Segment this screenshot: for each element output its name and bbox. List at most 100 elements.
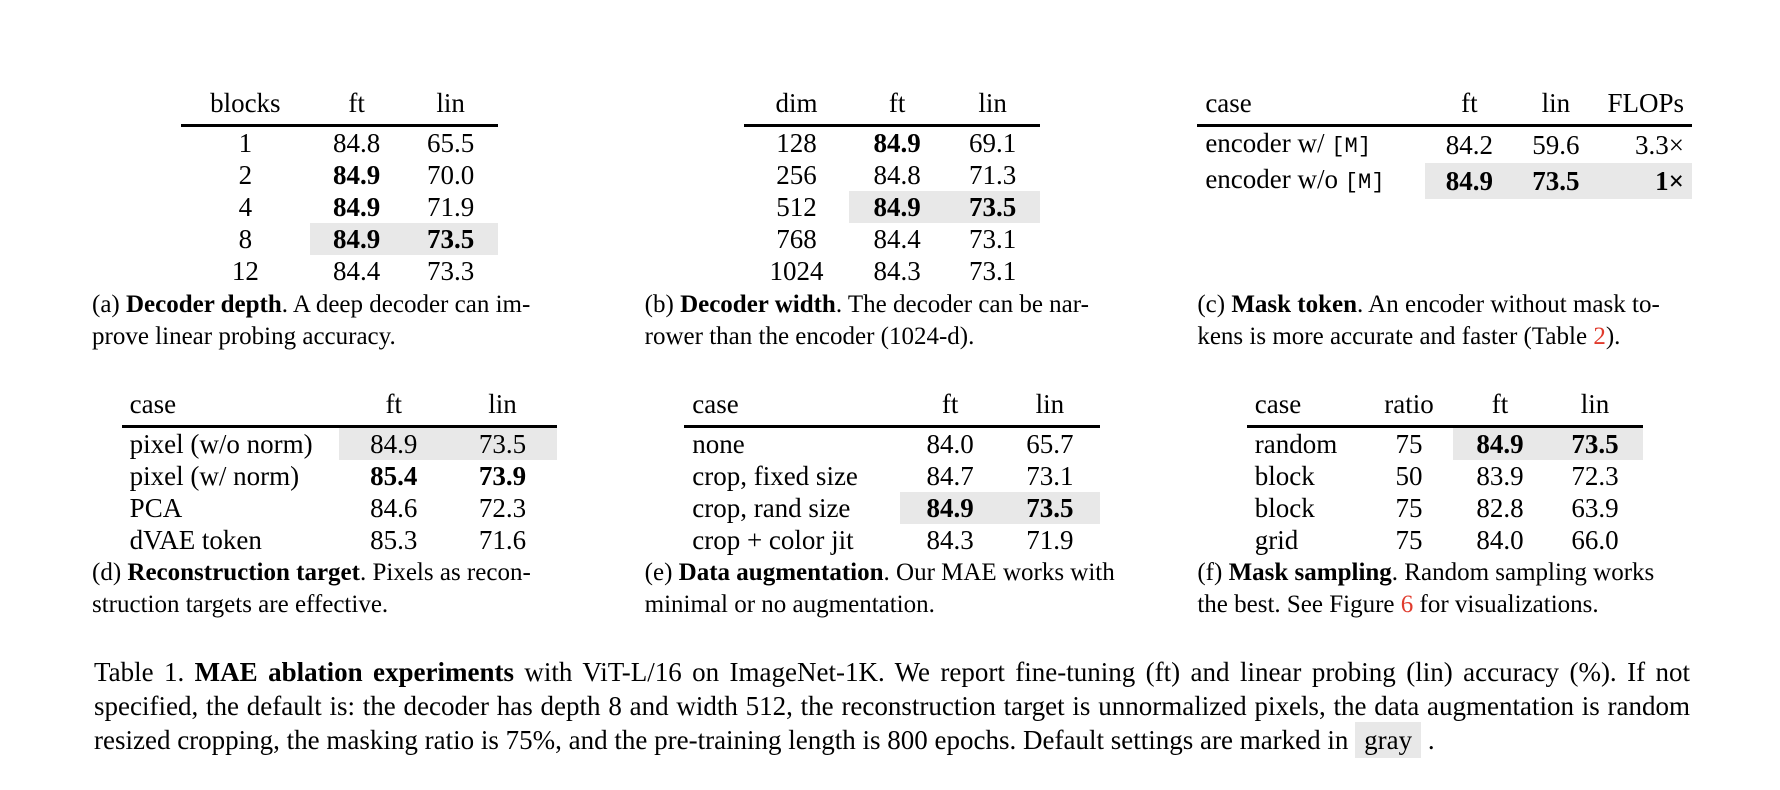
mask-token-literal: [M]	[1331, 134, 1372, 159]
table-header-row: case ratio ft lin	[1246, 389, 1643, 428]
table-cell: 84.3	[926, 525, 974, 555]
caption-title: Data augmentation	[678, 559, 884, 586]
table-caption: Table 1. MAE ablation experiments with V…	[94, 655, 1690, 758]
table-ref[interactable]: 2	[1593, 323, 1606, 350]
table-row: pixel (w/ norm) 85.4 73.9	[122, 460, 557, 492]
table-cell: crop, fixed size	[692, 461, 858, 491]
subtable-b-panel: dim ft lin 128 84.9 69.1 256 84.8 71.3 512 84.9 73.…	[645, 88, 1140, 353]
table-header-row: case ft lin	[121, 389, 557, 428]
table-row: 128 84.9 69.1	[744, 126, 1041, 160]
caption-text: minimal or no augmentation.	[644, 591, 935, 618]
table-cell: encoder w/o [M]	[1205, 164, 1385, 195]
gray-highlight-sample: gray	[1355, 722, 1422, 758]
column-header: ft	[339, 389, 449, 428]
table-cell: pixel (w/ norm)	[129, 461, 300, 491]
table-cell: 8	[238, 224, 253, 254]
table-cell: PCA	[129, 493, 183, 523]
caption-tag: (e)	[644, 559, 679, 586]
table-cell: 73.5	[1513, 163, 1598, 199]
table-cell: 84.4	[332, 256, 381, 286]
table-cell: 59.6	[1532, 130, 1580, 160]
table-cell: 84.9	[332, 160, 381, 190]
subcaption-d: (d) Reconstruction target. Pixels as rec…	[92, 557, 587, 621]
caption-body: with ViT-L/16 on ImageNet-1K. We report …	[94, 657, 1690, 755]
subtable-c: case ft lin FLOPs encoder w/ [M] 84.2 59.6 3.3×…	[1197, 88, 1692, 199]
subtable-e-panel: case ft lin none 84.0 65.7 crop, fixed size 84.…	[645, 389, 1140, 621]
table-cell: 84.9	[309, 223, 404, 255]
table-cell: 4	[238, 192, 253, 222]
table-row: block 75 82.8 63.9	[1247, 492, 1643, 524]
column-header: ft	[1424, 88, 1514, 127]
table-cell: 50	[1395, 461, 1423, 491]
table-cell: 1	[238, 128, 253, 158]
column-header: ratio	[1365, 389, 1453, 428]
table-cell: 85.4	[370, 461, 418, 491]
subtable-grid: blocks ft lin 1 84.8 65.5 2 84.9 70.0 4 84.9 71.9 8 8…	[92, 88, 1692, 621]
table-cell: 71.9	[1026, 525, 1074, 555]
table-cell: 84.9	[873, 128, 921, 158]
table-cell: 84.3	[873, 256, 921, 286]
table-cell: 73.5	[1000, 492, 1100, 524]
table-cell: 84.9	[1424, 163, 1514, 199]
table-row: none 84.0 65.7	[684, 427, 1100, 461]
table-cell: 84.8	[873, 160, 921, 190]
column-header: case	[1246, 389, 1366, 428]
table-row: random 75 84.9 73.5	[1247, 426, 1643, 460]
caption-title: Decoder width	[680, 291, 836, 318]
subcaption-e: (e) Data augmentation. Our MAE works wit…	[645, 557, 1140, 621]
table-cell: random	[1254, 429, 1338, 459]
caption-title: Mask token	[1231, 291, 1358, 318]
column-header: lin	[403, 88, 498, 127]
table-row: grid 75 84.0 66.0	[1247, 524, 1643, 556]
subcaption-b: (b) Decoder width. The decoder can be na…	[645, 289, 1140, 353]
table-cell: 84.4	[873, 224, 921, 254]
figure-ref[interactable]: 6	[1400, 591, 1414, 618]
table-cell: 82.8	[1476, 493, 1524, 523]
table-header-row: blocks ft lin	[181, 88, 498, 127]
column-header: ft	[849, 88, 945, 127]
caption-title: Mask sampling	[1228, 559, 1392, 586]
table-cell: 65.5	[426, 128, 475, 158]
table-cell: 73.1	[968, 224, 1017, 254]
subtable-a: blocks ft lin 1 84.8 65.5 2 84.9 70.0 4 84.9 71.9 8 8…	[181, 88, 498, 287]
subcaption-c: (c) Mask token. An encoder without mask …	[1197, 289, 1692, 353]
subcaption-a: (a) Decoder depth. A deep decoder can im…	[92, 289, 587, 353]
caption-text: the best. See Figure	[1197, 591, 1401, 618]
table-cell: 84.9	[332, 192, 381, 222]
table-row: crop, rand size 84.9 73.5	[684, 492, 1100, 524]
table-cell: 1024	[769, 256, 824, 286]
table-cell: 72.3	[1571, 461, 1619, 491]
caption-number: Table 1.	[94, 657, 195, 687]
table-cell: 84.7	[926, 461, 974, 491]
caption-text: prove linear probing accuracy.	[92, 323, 396, 350]
table-cell: grid	[1254, 525, 1299, 555]
table-header-row: case ft lin FLOPs	[1197, 88, 1692, 127]
table-row: pixel (w/o norm) 84.9 73.5	[122, 426, 557, 460]
subtable-f-panel: case ratio ft lin random 75 84.9 73.5 block 50 83.…	[1197, 389, 1692, 621]
table-cell: 73.5	[403, 223, 498, 255]
mask-token-literal: [M]	[1344, 170, 1385, 195]
table-cell: 85.3	[370, 525, 418, 555]
caption-text: . The decoder can be nar-	[835, 291, 1089, 318]
table-cell: 84.6	[370, 493, 418, 523]
table-cell: 73.9	[478, 461, 527, 491]
table-cell: 73.5	[1547, 426, 1643, 460]
table-row: 4 84.9 71.9	[181, 191, 498, 223]
subtable-b: dim ft lin 128 84.9 69.1 256 84.8 71.3 512 84.9 73.…	[743, 88, 1041, 287]
caption-tag: (a)	[92, 291, 126, 318]
table-cell: 75	[1395, 493, 1423, 523]
caption-text: . Random sampling works	[1391, 559, 1655, 586]
table-row: 1024 84.3 73.1	[744, 255, 1041, 287]
table-cell: 84.8	[332, 128, 381, 158]
caption-text: struction targets are effective.	[92, 591, 389, 618]
caption-text: ).	[1605, 323, 1621, 350]
table-row: encoder w/ [M] 84.2 59.6 3.3×	[1197, 126, 1692, 164]
column-header: blocks	[181, 88, 310, 127]
table-cell: block	[1254, 461, 1315, 491]
table-cell: 84.0	[926, 429, 974, 459]
table-header-row: case ft lin	[684, 389, 1100, 428]
table-cell: 75	[1395, 429, 1423, 459]
table-cell: 84.2	[1445, 130, 1493, 160]
column-header: ft	[900, 389, 1001, 428]
table-row: PCA 84.6 72.3	[122, 492, 557, 524]
